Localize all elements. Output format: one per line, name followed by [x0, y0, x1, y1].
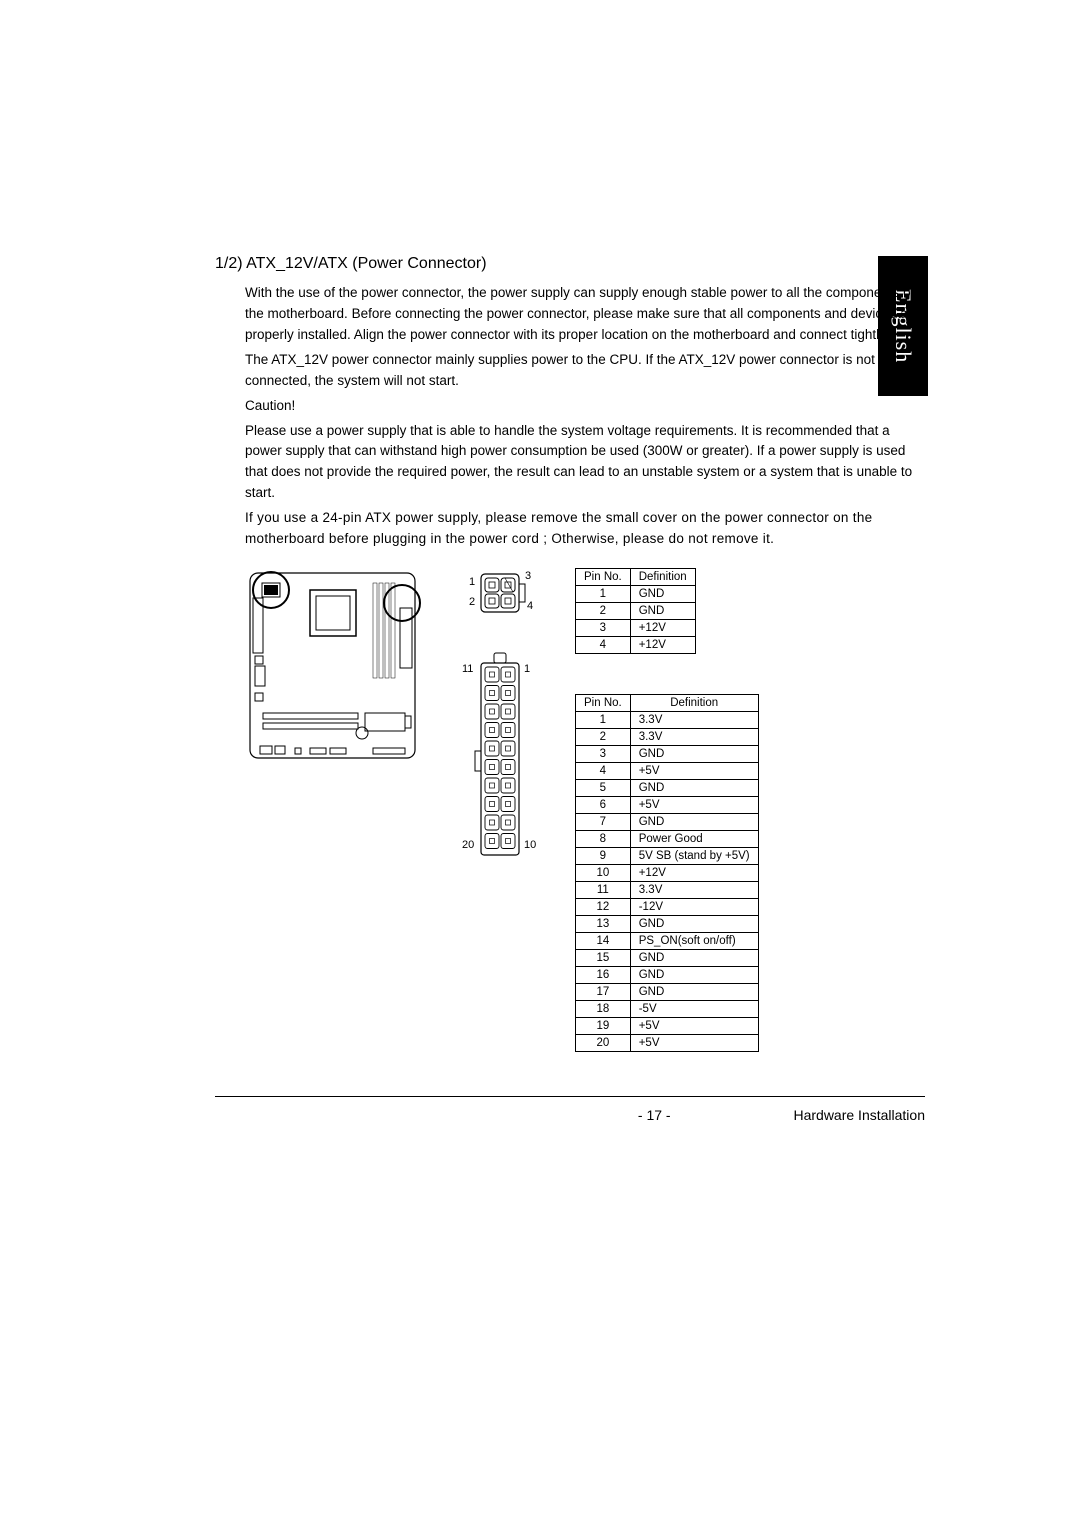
paragraph-2: The ATX_12V power connector mainly suppl… — [245, 350, 930, 392]
paragraph-1: With the use of the power connector, the… — [245, 283, 930, 346]
pin-table-20pin: Pin No.Definition13.3V23.3V3GND4+5V5GND6… — [575, 694, 759, 1052]
table-row: 95V SB (stand by +5V) — [576, 848, 759, 865]
pin-label-1b: 1 — [524, 663, 530, 675]
page-content: 1/2) ATX_12V/ATX (Power Connector) With … — [215, 255, 930, 1052]
table-row: 5GND — [576, 780, 759, 797]
diagrams-row: 1 2 3 4 11 1 20 10 — [245, 568, 930, 1052]
table-row: 3+12V — [576, 620, 696, 637]
table-row: 6+5V — [576, 797, 759, 814]
connector-20pin: 11 1 20 10 — [460, 651, 540, 866]
table-row: 10+12V — [576, 865, 759, 882]
pin-label-3: 3 — [525, 570, 531, 582]
table-row: 4+5V — [576, 763, 759, 780]
pin-label-1: 1 — [469, 576, 475, 588]
table-header: Pin No. — [576, 695, 631, 712]
connector-4pin: 1 2 3 4 — [465, 568, 535, 623]
table-row: 18-5V — [576, 1001, 759, 1018]
caution-label: Caution! — [245, 396, 930, 417]
pin-label-4: 4 — [527, 600, 533, 612]
table-row: 8Power Good — [576, 831, 759, 848]
page-footer: - 17 - Hardware Installation — [215, 1096, 925, 1123]
table-row: 14PS_ON(soft on/off) — [576, 933, 759, 950]
page-number: - 17 - — [638, 1107, 671, 1123]
table-row: 3GND — [576, 746, 759, 763]
table-header: Pin No. — [576, 569, 631, 586]
table-row: 23.3V — [576, 729, 759, 746]
paragraph-3: Please use a power supply that is able t… — [245, 421, 930, 505]
table-row: 19+5V — [576, 1018, 759, 1035]
table-header: Definition — [630, 695, 758, 712]
tables-column: Pin No.Definition1GND2GND3+12V4+12V Pin … — [575, 568, 759, 1052]
pin-label-2: 2 — [469, 596, 475, 608]
table-header: Definition — [630, 569, 695, 586]
pin-label-10: 10 — [524, 839, 536, 851]
paragraph-4: If you use a 24-pin ATX power supply, pl… — [245, 508, 930, 550]
table-row: 12-12V — [576, 899, 759, 916]
pin-label-11: 11 — [462, 663, 473, 675]
pin-table-4pin: Pin No.Definition1GND2GND3+12V4+12V — [575, 568, 696, 654]
table-row: 4+12V — [576, 637, 696, 654]
table-row: 7GND — [576, 814, 759, 831]
table-row: 1GND — [576, 586, 696, 603]
table-row: 17GND — [576, 984, 759, 1001]
footer-title: Hardware Installation — [793, 1107, 925, 1123]
pin-label-20: 20 — [462, 839, 474, 851]
motherboard-diagram — [245, 568, 425, 768]
connector-diagrams: 1 2 3 4 11 1 20 10 — [460, 568, 540, 866]
table-row: 113.3V — [576, 882, 759, 899]
table-row: 15GND — [576, 950, 759, 967]
table-row: 20+5V — [576, 1035, 759, 1052]
section-heading: 1/2) ATX_12V/ATX (Power Connector) — [215, 255, 930, 273]
table-row: 13.3V — [576, 712, 759, 729]
table-row: 2GND — [576, 603, 696, 620]
table-row: 13GND — [576, 916, 759, 933]
table-row: 16GND — [576, 967, 759, 984]
